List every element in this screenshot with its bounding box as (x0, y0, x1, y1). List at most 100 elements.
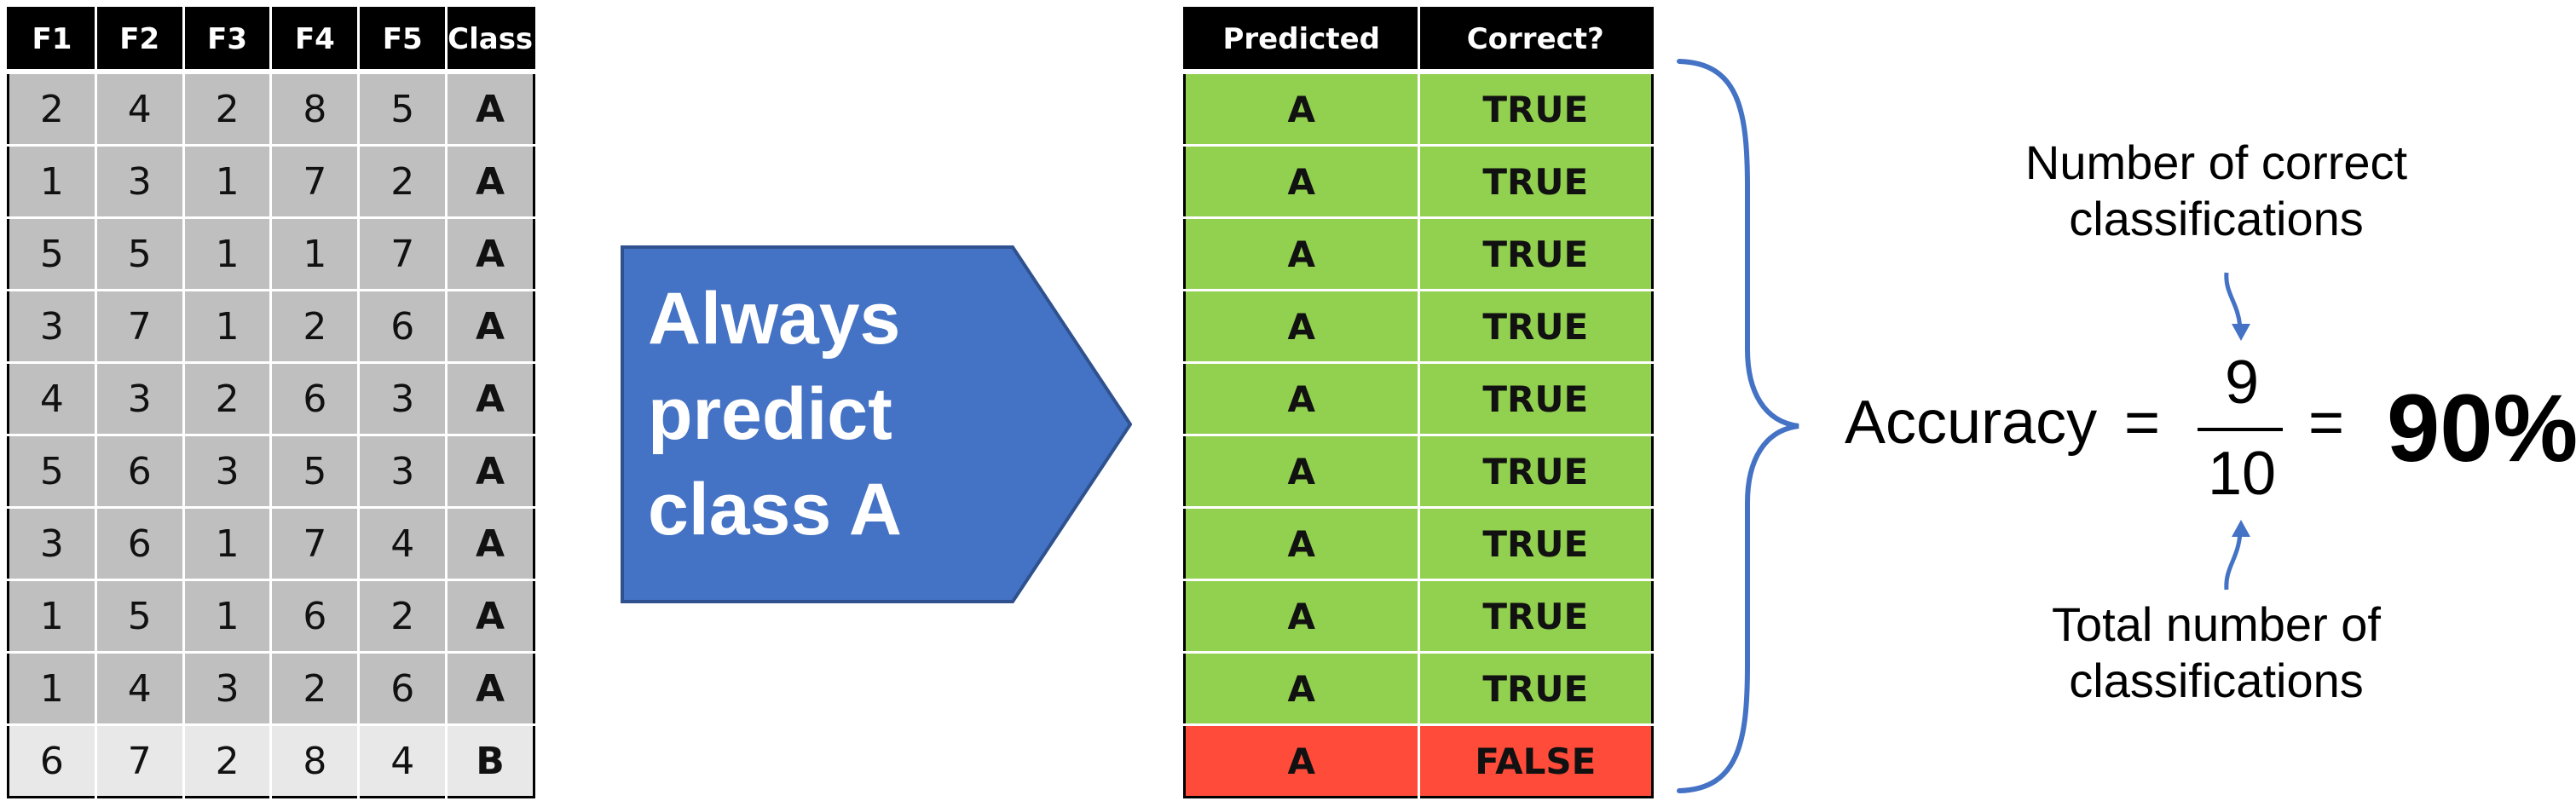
feature-cell: 6 (95, 507, 185, 581)
feature-cell: 6 (270, 579, 361, 654)
feature-cell: 6 (270, 362, 361, 436)
feature-cell: 7 (270, 145, 361, 219)
feature-cell: 1 (8, 145, 97, 219)
table-row: A TRUE (1184, 72, 1653, 147)
correct-cell: TRUE (1418, 145, 1653, 219)
class-cell: A (446, 435, 534, 509)
table-row: A TRUE (1184, 290, 1653, 364)
class-cell: A (446, 507, 534, 581)
feature-cell: 5 (8, 435, 97, 509)
feature-cell: 7 (358, 217, 448, 291)
feature-cell: 7 (270, 507, 361, 581)
equals-sign-1: = (2124, 389, 2161, 457)
feature-cell: 4 (358, 724, 448, 798)
denominator-note-line-2: classifications (2069, 654, 2364, 707)
predicted-cell: A (1184, 145, 1420, 219)
feature-cell: 2 (270, 290, 361, 364)
feature-cell: 8 (270, 724, 361, 798)
feature-cell: 3 (8, 290, 97, 364)
feature-cell: 5 (95, 217, 185, 291)
classifier-arrow-shape (621, 245, 1132, 603)
numerator-note-line-1: Number of correct (2024, 135, 2408, 189)
curly-brace (1677, 59, 1799, 793)
feature-cell: 8 (270, 72, 361, 147)
feature-cell: 2 (270, 652, 361, 726)
class-cell: A (446, 290, 534, 364)
predicted-cell: A (1184, 72, 1420, 147)
predicted-cell: A (1184, 435, 1420, 509)
feature-cell: 1 (183, 290, 273, 364)
header-correct: Correct? (1418, 8, 1653, 74)
header-f3: F3 (183, 8, 273, 74)
feature-cell: 5 (8, 217, 97, 291)
feature-cell: 2 (358, 145, 448, 219)
denominator: 10 (2207, 440, 2277, 508)
feature-cell: 6 (8, 724, 97, 798)
class-cell: A (446, 217, 534, 291)
feature-cell: 1 (8, 652, 97, 726)
class-cell: A (446, 579, 534, 654)
correct-cell: TRUE (1418, 362, 1653, 436)
feature-cell: 1 (8, 579, 97, 654)
feature-cell: 4 (8, 362, 97, 436)
correct-cell: FALSE (1418, 724, 1653, 798)
predicted-cell: A (1184, 290, 1420, 364)
prediction-table: Predicted Correct? A TRUE A TRUE A TRUE A TRUE A… (1183, 7, 1654, 798)
header-f1: F1 (8, 8, 97, 74)
equals-sign-2: = (2308, 389, 2345, 457)
class-cell: B (446, 724, 534, 798)
predicted-cell: A (1184, 579, 1420, 654)
correct-cell: TRUE (1418, 290, 1653, 364)
feature-cell: 1 (183, 217, 273, 291)
arrow-to-denominator (2224, 532, 2243, 591)
feature-cell: 2 (8, 72, 97, 147)
annotation-arrows (2224, 272, 2250, 591)
numerator-note: Number of correct classifications (1961, 135, 2472, 247)
feature-cell: 6 (358, 652, 448, 726)
feature-cell: 7 (95, 724, 185, 798)
feature-cell: 3 (183, 435, 273, 509)
table-row: A TRUE (1184, 145, 1653, 219)
table-row: A FALSE (1184, 724, 1653, 798)
feature-cell: 6 (358, 290, 448, 364)
class-cell: A (446, 362, 534, 436)
feature-cell: 6 (95, 435, 185, 509)
table-row: A TRUE (1184, 362, 1653, 436)
feature-cell: 1 (183, 579, 273, 654)
feature-cell: 3 (183, 652, 273, 726)
feature-cell: 2 (183, 362, 273, 436)
predicted-cell: A (1184, 217, 1420, 291)
feature-cell: 2 (183, 724, 273, 798)
table-row: A TRUE (1184, 435, 1653, 509)
correct-cell: TRUE (1418, 507, 1653, 581)
arrow-up-icon (2232, 520, 2250, 537)
feature-cell: 5 (95, 579, 185, 654)
denominator-note-line-1: Total number of (2052, 597, 2381, 651)
class-cell: A (446, 652, 534, 726)
header-f4: F4 (270, 8, 361, 74)
header-class: Class (446, 8, 534, 74)
header-predicted: Predicted (1184, 8, 1420, 74)
denominator-note: Total number of classifications (1961, 596, 2472, 709)
feature-cell: 7 (95, 290, 185, 364)
feature-cell: 1 (183, 145, 273, 219)
feature-cell: 1 (270, 217, 361, 291)
accuracy-label: Accuracy (1845, 389, 2098, 457)
classifier-line-3: class A (648, 469, 903, 550)
feature-cell: 4 (95, 652, 185, 726)
header-f5: F5 (358, 8, 448, 74)
feature-cell: 1 (183, 507, 273, 581)
feature-cell: 5 (270, 435, 361, 509)
predicted-cell: A (1184, 507, 1420, 581)
table-row: A TRUE (1184, 507, 1653, 581)
correct-cell: TRUE (1418, 579, 1653, 654)
predicted-cell: A (1184, 652, 1420, 726)
predicted-cell: A (1184, 362, 1420, 436)
class-cell: A (446, 145, 534, 219)
